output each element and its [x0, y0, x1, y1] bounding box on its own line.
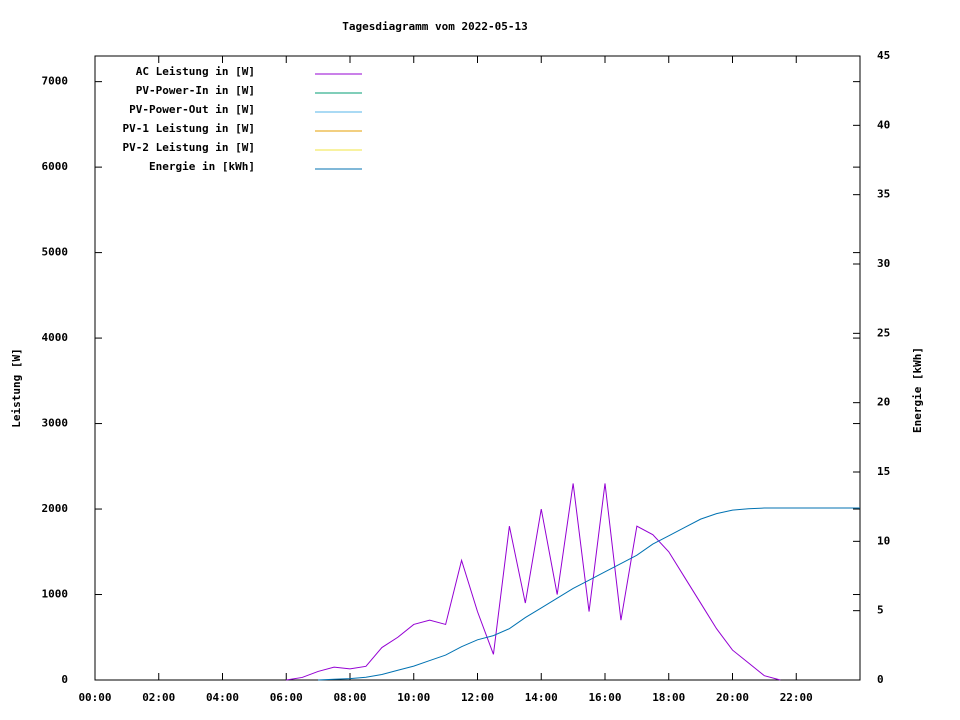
y2-tick-label: 30	[877, 257, 890, 270]
y2-tick-label: 40	[877, 118, 890, 131]
x-tick-label: 06:00	[270, 691, 303, 704]
y2-tick-label: 15	[877, 465, 890, 478]
y2-tick-label: 45	[877, 49, 890, 62]
y2-tick-label: 35	[877, 188, 890, 201]
y2-tick-label: 0	[877, 673, 884, 686]
data-line	[286, 483, 781, 681]
x-tick-label: 20:00	[716, 691, 749, 704]
y-tick-label: 1000	[42, 588, 69, 601]
y-tick-label: 2000	[42, 502, 69, 515]
x-tick-label: 02:00	[142, 691, 175, 704]
y-tick-label: 0	[61, 673, 68, 686]
y-tick-label: 5000	[42, 246, 69, 259]
x-tick-label: 18:00	[652, 691, 685, 704]
x-tick-label: 12:00	[461, 691, 494, 704]
legend-label: PV-Power-In in [W]	[136, 84, 255, 97]
y2-tick-label: 10	[877, 534, 890, 547]
y-tick-label: 7000	[42, 75, 69, 88]
x-tick-label: 04:00	[206, 691, 239, 704]
legend-label: PV-1 Leistung in [W]	[123, 122, 255, 135]
legend-label: PV-Power-Out in [W]	[129, 103, 255, 116]
y2-tick-label: 20	[877, 396, 890, 409]
y-tick-label: 3000	[42, 417, 69, 430]
y-axis-label: Leistung [W]	[10, 348, 23, 427]
x-tick-label: 00:00	[78, 691, 111, 704]
x-tick-label: 14:00	[525, 691, 558, 704]
x-tick-label: 10:00	[397, 691, 430, 704]
x-tick-label: 08:00	[333, 691, 366, 704]
legend-label: PV-2 Leistung in [W]	[123, 141, 255, 154]
data-line	[318, 507, 860, 681]
legend-label: Energie in [kWh]	[149, 160, 255, 173]
chart-title: Tagesdiagramm vom 2022-05-13	[342, 20, 527, 33]
y-tick-label: 6000	[42, 160, 69, 173]
x-tick-label: 16:00	[588, 691, 621, 704]
y2-tick-label: 5	[877, 604, 884, 617]
y2-tick-label: 25	[877, 326, 890, 339]
y-tick-label: 4000	[42, 331, 69, 344]
y2-axis-label: Energie [kWh]	[911, 347, 924, 433]
x-tick-label: 22:00	[780, 691, 813, 704]
legend-label: AC Leistung in [W]	[136, 65, 255, 78]
